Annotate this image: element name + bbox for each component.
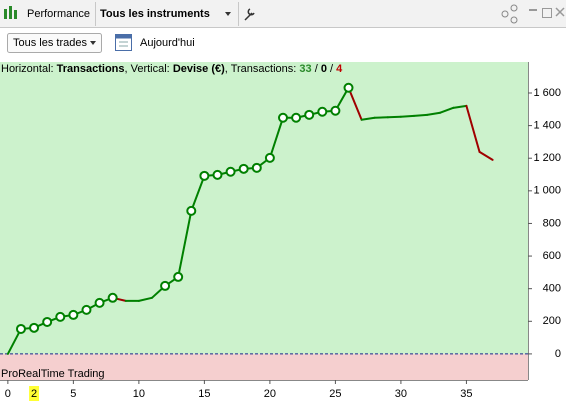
point-marker — [17, 325, 25, 333]
y-tick-label: 200 — [543, 315, 561, 327]
point-marker — [279, 114, 287, 122]
period-label[interactable]: Aujourd'hui — [140, 37, 195, 49]
tab-performance[interactable]: Performance — [27, 8, 90, 20]
point-marker — [305, 111, 313, 119]
info-v-value: Devise (€) — [173, 63, 225, 75]
point-marker — [345, 84, 353, 92]
point-marker — [266, 154, 274, 162]
cursor-label: 2 — [31, 388, 37, 400]
y-tick-label: 400 — [543, 283, 561, 295]
point-marker — [213, 171, 221, 179]
info-count-label: , Transactions: — [225, 63, 297, 75]
x-tick-label: 15 — [198, 388, 210, 400]
point-marker — [161, 282, 169, 290]
x-tick-label: 20 — [264, 388, 276, 400]
y-tick-label: 1 200 — [533, 152, 561, 164]
instruments-dropdown[interactable]: Tous les instruments — [100, 8, 210, 20]
neutral-count: 0 — [321, 63, 327, 75]
calendar-icon[interactable] — [116, 35, 132, 51]
y-tick-label: 1 400 — [533, 120, 561, 132]
x-tick-label: 10 — [133, 388, 145, 400]
point-marker — [227, 168, 235, 176]
point-marker — [96, 299, 104, 307]
point-marker — [109, 294, 117, 302]
info-h-label: Horizontal: — [1, 63, 54, 75]
y-tick-label: 600 — [543, 250, 561, 262]
point-marker — [43, 318, 51, 326]
info-v-label: , Vertical: — [125, 63, 170, 75]
x-tick-label: 25 — [329, 388, 341, 400]
point-marker — [69, 311, 77, 319]
winning-count: 33 — [299, 63, 311, 75]
separator: / — [330, 63, 334, 75]
losing-count: 4 — [336, 63, 343, 75]
separator: / — [315, 63, 319, 75]
point-marker — [174, 273, 182, 281]
point-marker — [200, 172, 208, 180]
x-tick-label: 30 — [395, 388, 407, 400]
y-tick-label: 800 — [543, 217, 561, 229]
y-tick-label: 1 000 — [533, 185, 561, 197]
minimize-button[interactable] — [529, 9, 537, 11]
point-marker — [253, 164, 261, 172]
x-tick-label: 0 — [5, 388, 11, 400]
x-tick-label: 5 — [70, 388, 76, 400]
footer-label: ProRealTime Trading — [1, 368, 105, 380]
y-tick-label: 1 600 — [533, 87, 561, 99]
point-marker — [82, 306, 90, 314]
line-segment — [414, 115, 427, 116]
point-marker — [30, 324, 38, 332]
line-segment — [401, 116, 414, 117]
point-marker — [292, 114, 300, 122]
info-line: Horizontal: Transactions, Vertical: Devi… — [1, 63, 343, 75]
trades-label[interactable]: Tous les trades — [13, 37, 87, 49]
x-tick-label: 35 — [460, 388, 472, 400]
point-marker — [240, 165, 248, 173]
point-marker — [331, 107, 339, 115]
info-h-value: Transactions — [57, 63, 125, 75]
point-marker — [187, 207, 195, 215]
point-marker — [318, 108, 326, 116]
y-tick-label: 0 — [555, 348, 561, 360]
positive-area — [0, 62, 528, 354]
point-marker — [56, 313, 64, 321]
